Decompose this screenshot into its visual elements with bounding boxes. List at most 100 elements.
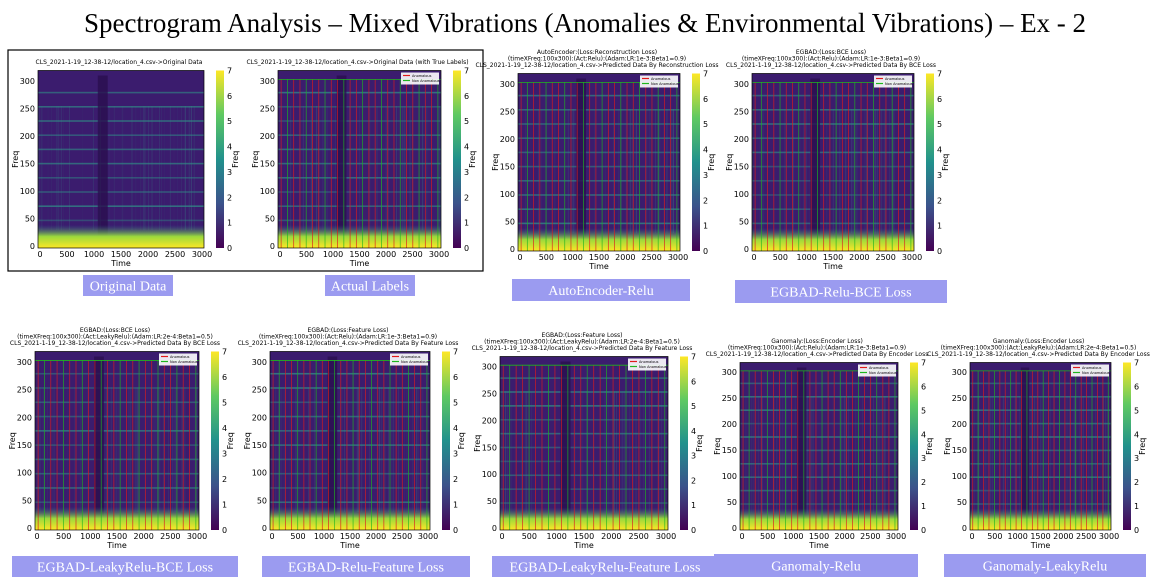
speckle [673, 109, 674, 233]
speckle [866, 109, 867, 233]
harmonic-band [278, 92, 441, 94]
x-axis-label: Time [573, 541, 594, 550]
speckle [554, 109, 555, 233]
colorbar-label: Freq [1138, 438, 1147, 455]
speckle [51, 106, 52, 230]
speckle [780, 396, 781, 513]
speckle [985, 396, 986, 513]
y-tick-label: 100 [20, 187, 35, 196]
speckle [913, 109, 914, 233]
caption: EGBAD-Relu-BCE Loss [770, 286, 911, 301]
colorbar-tick-label: 1 [227, 219, 232, 228]
speckle [618, 391, 619, 512]
speckle [69, 106, 70, 230]
speckle [396, 106, 397, 230]
x-tick-label: 2000 [849, 253, 869, 262]
speckle [191, 387, 192, 512]
slide-title: Spectrogram Analysis – Mixed Vibrations … [84, 8, 1086, 38]
x-tick-label: 500 [539, 253, 554, 262]
speckle [844, 396, 845, 513]
x-tick-label: 1000 [783, 532, 803, 541]
speckle [636, 391, 637, 512]
speckle [833, 109, 834, 233]
speckle [649, 391, 650, 512]
colorbar-tick-label: 1 [691, 501, 696, 510]
harmonic-band [752, 95, 914, 97]
colorbar-tick-label: 3 [937, 171, 942, 180]
y-axis-label: Freq [8, 432, 17, 449]
speckle [410, 106, 411, 230]
speckle [145, 106, 146, 230]
y-tick-label: 100 [722, 472, 737, 481]
colorbar [216, 71, 224, 249]
colorbar-tick-label: 1 [937, 222, 942, 231]
x-tick-label: 0 [269, 532, 274, 541]
y-tick-label: 50 [257, 496, 267, 505]
speckle [299, 387, 300, 512]
speckle [314, 387, 315, 512]
low-energy [970, 508, 1111, 530]
harmonic-band [740, 463, 898, 465]
y-tick-label: 0 [30, 242, 35, 251]
colorbar-tick-label: 4 [227, 143, 232, 152]
y-tick-label: 50 [739, 217, 749, 226]
speckle [423, 106, 424, 230]
harmonic-band [740, 436, 898, 438]
x-tick-label: 500 [299, 250, 314, 259]
x-tick-label: 2500 [628, 532, 648, 541]
colorbar-tick-label: 5 [222, 399, 227, 408]
x-tick-label: 1000 [796, 253, 816, 262]
y-tick-label: 250 [500, 107, 515, 116]
harmonic-band [38, 120, 204, 122]
speckle [288, 106, 289, 230]
speckle [284, 387, 285, 512]
speckle [345, 387, 346, 512]
x-tick-label: 1500 [111, 250, 131, 259]
speckle [181, 106, 182, 230]
speckle [786, 396, 787, 513]
speckle [402, 106, 403, 230]
legend-label: Anomalous [401, 355, 421, 359]
x-tick-label: 2000 [133, 532, 153, 541]
x-tick-label: 0 [739, 532, 744, 541]
speckle [398, 387, 399, 512]
x-tick-label: 2500 [1076, 532, 1096, 541]
speckle [135, 106, 136, 230]
y-axis-label: Freq [11, 151, 20, 168]
y-tick-label: 100 [500, 190, 515, 199]
speckle [661, 391, 662, 512]
speckle [807, 396, 808, 513]
x-tick-label: 500 [56, 532, 71, 541]
speckle [758, 396, 759, 513]
colorbar-tick-label: 1 [222, 501, 227, 510]
x-tick-label: 1500 [107, 532, 127, 541]
y-tick-label: 250 [482, 390, 497, 399]
speckle [170, 106, 171, 230]
x-tick-label: 2500 [860, 532, 880, 541]
speckle [630, 109, 631, 233]
speckle [1050, 396, 1051, 513]
speckle [580, 391, 581, 512]
speckle [655, 109, 656, 233]
y-tick-label: 150 [722, 446, 737, 455]
speckle [974, 396, 975, 513]
speckle [644, 391, 645, 512]
y-tick-label: 250 [952, 394, 967, 403]
colorbar [692, 74, 700, 252]
speckle [386, 106, 387, 230]
y-tick-label: 300 [20, 77, 35, 86]
x-tick-label: 1500 [574, 532, 594, 541]
y-tick-label: 250 [17, 386, 32, 395]
quiet-gap [560, 362, 570, 521]
colorbar-tick-label: 5 [1134, 406, 1139, 415]
y-tick-label: 0 [492, 524, 497, 533]
speckle [546, 109, 547, 233]
x-tick-label: 2000 [1053, 532, 1073, 541]
colorbar-tick-label: 4 [453, 424, 458, 433]
speckle [318, 106, 319, 230]
y-tick-label: 100 [252, 469, 267, 478]
slide: Spectrogram Analysis – Mixed Vibrations … [0, 0, 1153, 579]
speckle [762, 396, 763, 513]
y-axis-label: Freq [251, 151, 260, 168]
speckle [526, 391, 527, 512]
